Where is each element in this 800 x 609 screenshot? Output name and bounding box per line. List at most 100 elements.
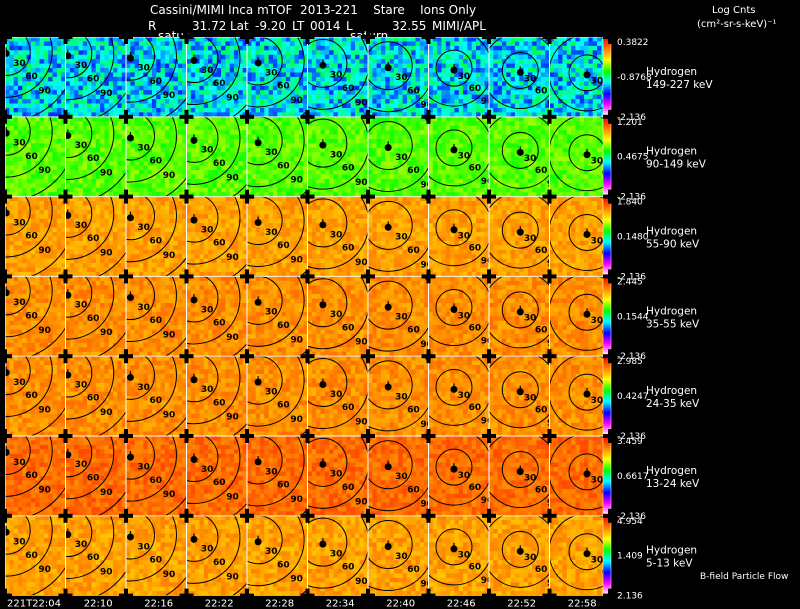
contour-label: 30 — [75, 61, 88, 71]
lat-value: -9.20 — [255, 19, 287, 33]
panel-r5-c7: 30 60 90 — [428, 436, 494, 516]
saturn-icon — [65, 451, 72, 459]
row-energy-label: 35-55 keV — [646, 318, 700, 330]
time-tick-label: 221T22:04 — [7, 599, 61, 609]
contour-label: 30 — [330, 71, 343, 81]
contour-label: 30 — [591, 476, 604, 486]
contour-label: 30 — [265, 228, 278, 238]
contour-label: 90 — [226, 173, 239, 183]
grid-cross-marker — [240, 269, 254, 284]
contour-label: 60 — [25, 311, 38, 321]
contour-label: 30 — [75, 460, 88, 470]
lat-label: Lat — [230, 19, 249, 33]
contour-label: 90 — [481, 97, 494, 107]
contour-label: 30 — [458, 152, 471, 162]
contour-label: 30 — [137, 143, 150, 153]
grid-cross-marker — [0, 349, 12, 364]
grid-cross-marker — [58, 429, 73, 443]
contour-label: 90 — [614, 102, 627, 112]
contour-label: 30 — [265, 388, 278, 398]
contour-label: 30 — [458, 391, 471, 401]
contour-label: 90 — [290, 256, 303, 266]
panel-r4-c7: 30 60 90 — [428, 356, 489, 437]
contour-label: 60 — [469, 483, 482, 493]
contour-label: 90 — [420, 260, 433, 270]
row-energy-label: 149-227 keV — [646, 79, 713, 91]
grid-cross-marker — [603, 189, 617, 204]
time-tick-label: 22:16 — [144, 599, 173, 609]
colorbar-max: 1.201 — [617, 118, 643, 128]
contour-label: 60 — [25, 551, 38, 561]
contour-label: 30 — [524, 154, 537, 164]
grid-cross-marker — [300, 588, 315, 603]
contour-label: 90 — [355, 258, 368, 268]
row-species-label: Hydrogen — [646, 66, 697, 78]
contour-label: 60 — [469, 563, 482, 573]
colorbar-mid: 0.6617 — [617, 472, 649, 482]
contour-label: 60 — [87, 234, 100, 244]
grid-cross-marker — [300, 508, 315, 523]
panel-r1-c8: 30 60 90 — [489, 116, 550, 197]
contour-label: 90 — [100, 328, 113, 338]
contour-label: 90 — [547, 100, 560, 110]
contour-label: 90 — [420, 340, 433, 350]
grid-cross-marker — [119, 109, 133, 124]
contour-label: 60 — [407, 406, 420, 416]
contour-label: 30 — [591, 316, 604, 326]
contour-label: 30 — [330, 230, 343, 240]
contour-label: 30 — [13, 458, 26, 468]
grid-cross-marker — [58, 189, 73, 204]
contour-label: 90 — [100, 169, 113, 179]
saturn-icon — [65, 531, 72, 539]
contour-label: 90 — [481, 257, 494, 267]
contour-label: 90 — [481, 496, 494, 506]
grid-cross-marker — [119, 429, 133, 443]
contour-label: 90 — [226, 572, 239, 582]
time-tick-label: 22:46 — [447, 599, 476, 609]
contour-label: 90 — [100, 568, 113, 578]
grid-cross-marker — [240, 508, 254, 523]
contour-label: 30 — [13, 538, 26, 548]
contour-label: 30 — [13, 218, 26, 228]
contour-label: 90 — [355, 98, 368, 108]
time-tick-label: 22:34 — [326, 599, 355, 609]
contour-label: 90 — [38, 326, 51, 336]
grid-cross-marker — [361, 30, 375, 44]
row-species-label: Hydrogen — [646, 226, 697, 238]
contour-label: 90 — [163, 490, 176, 500]
grid-cross-marker — [58, 508, 73, 523]
saturn-icon — [65, 291, 72, 299]
contour-label: 60 — [150, 476, 163, 486]
contour-label: 90 — [38, 166, 51, 176]
contour-label: 60 — [277, 401, 290, 411]
contour-label: 60 — [535, 565, 548, 575]
contour-label: 30 — [265, 547, 278, 557]
contour-label: 60 — [535, 485, 548, 495]
grid-cross-marker — [482, 429, 496, 443]
contour-label: 90 — [100, 248, 113, 258]
colorbar-min: -2.136 — [617, 512, 646, 522]
contour-label: 30 — [395, 472, 408, 482]
contour-label: 60 — [535, 86, 548, 96]
r-label: R — [148, 19, 157, 33]
contour-label: 90 — [614, 262, 627, 272]
grid-cross-marker — [361, 349, 375, 364]
contour-label: 90 — [226, 333, 239, 343]
row-species-label: Hydrogen — [646, 465, 697, 477]
